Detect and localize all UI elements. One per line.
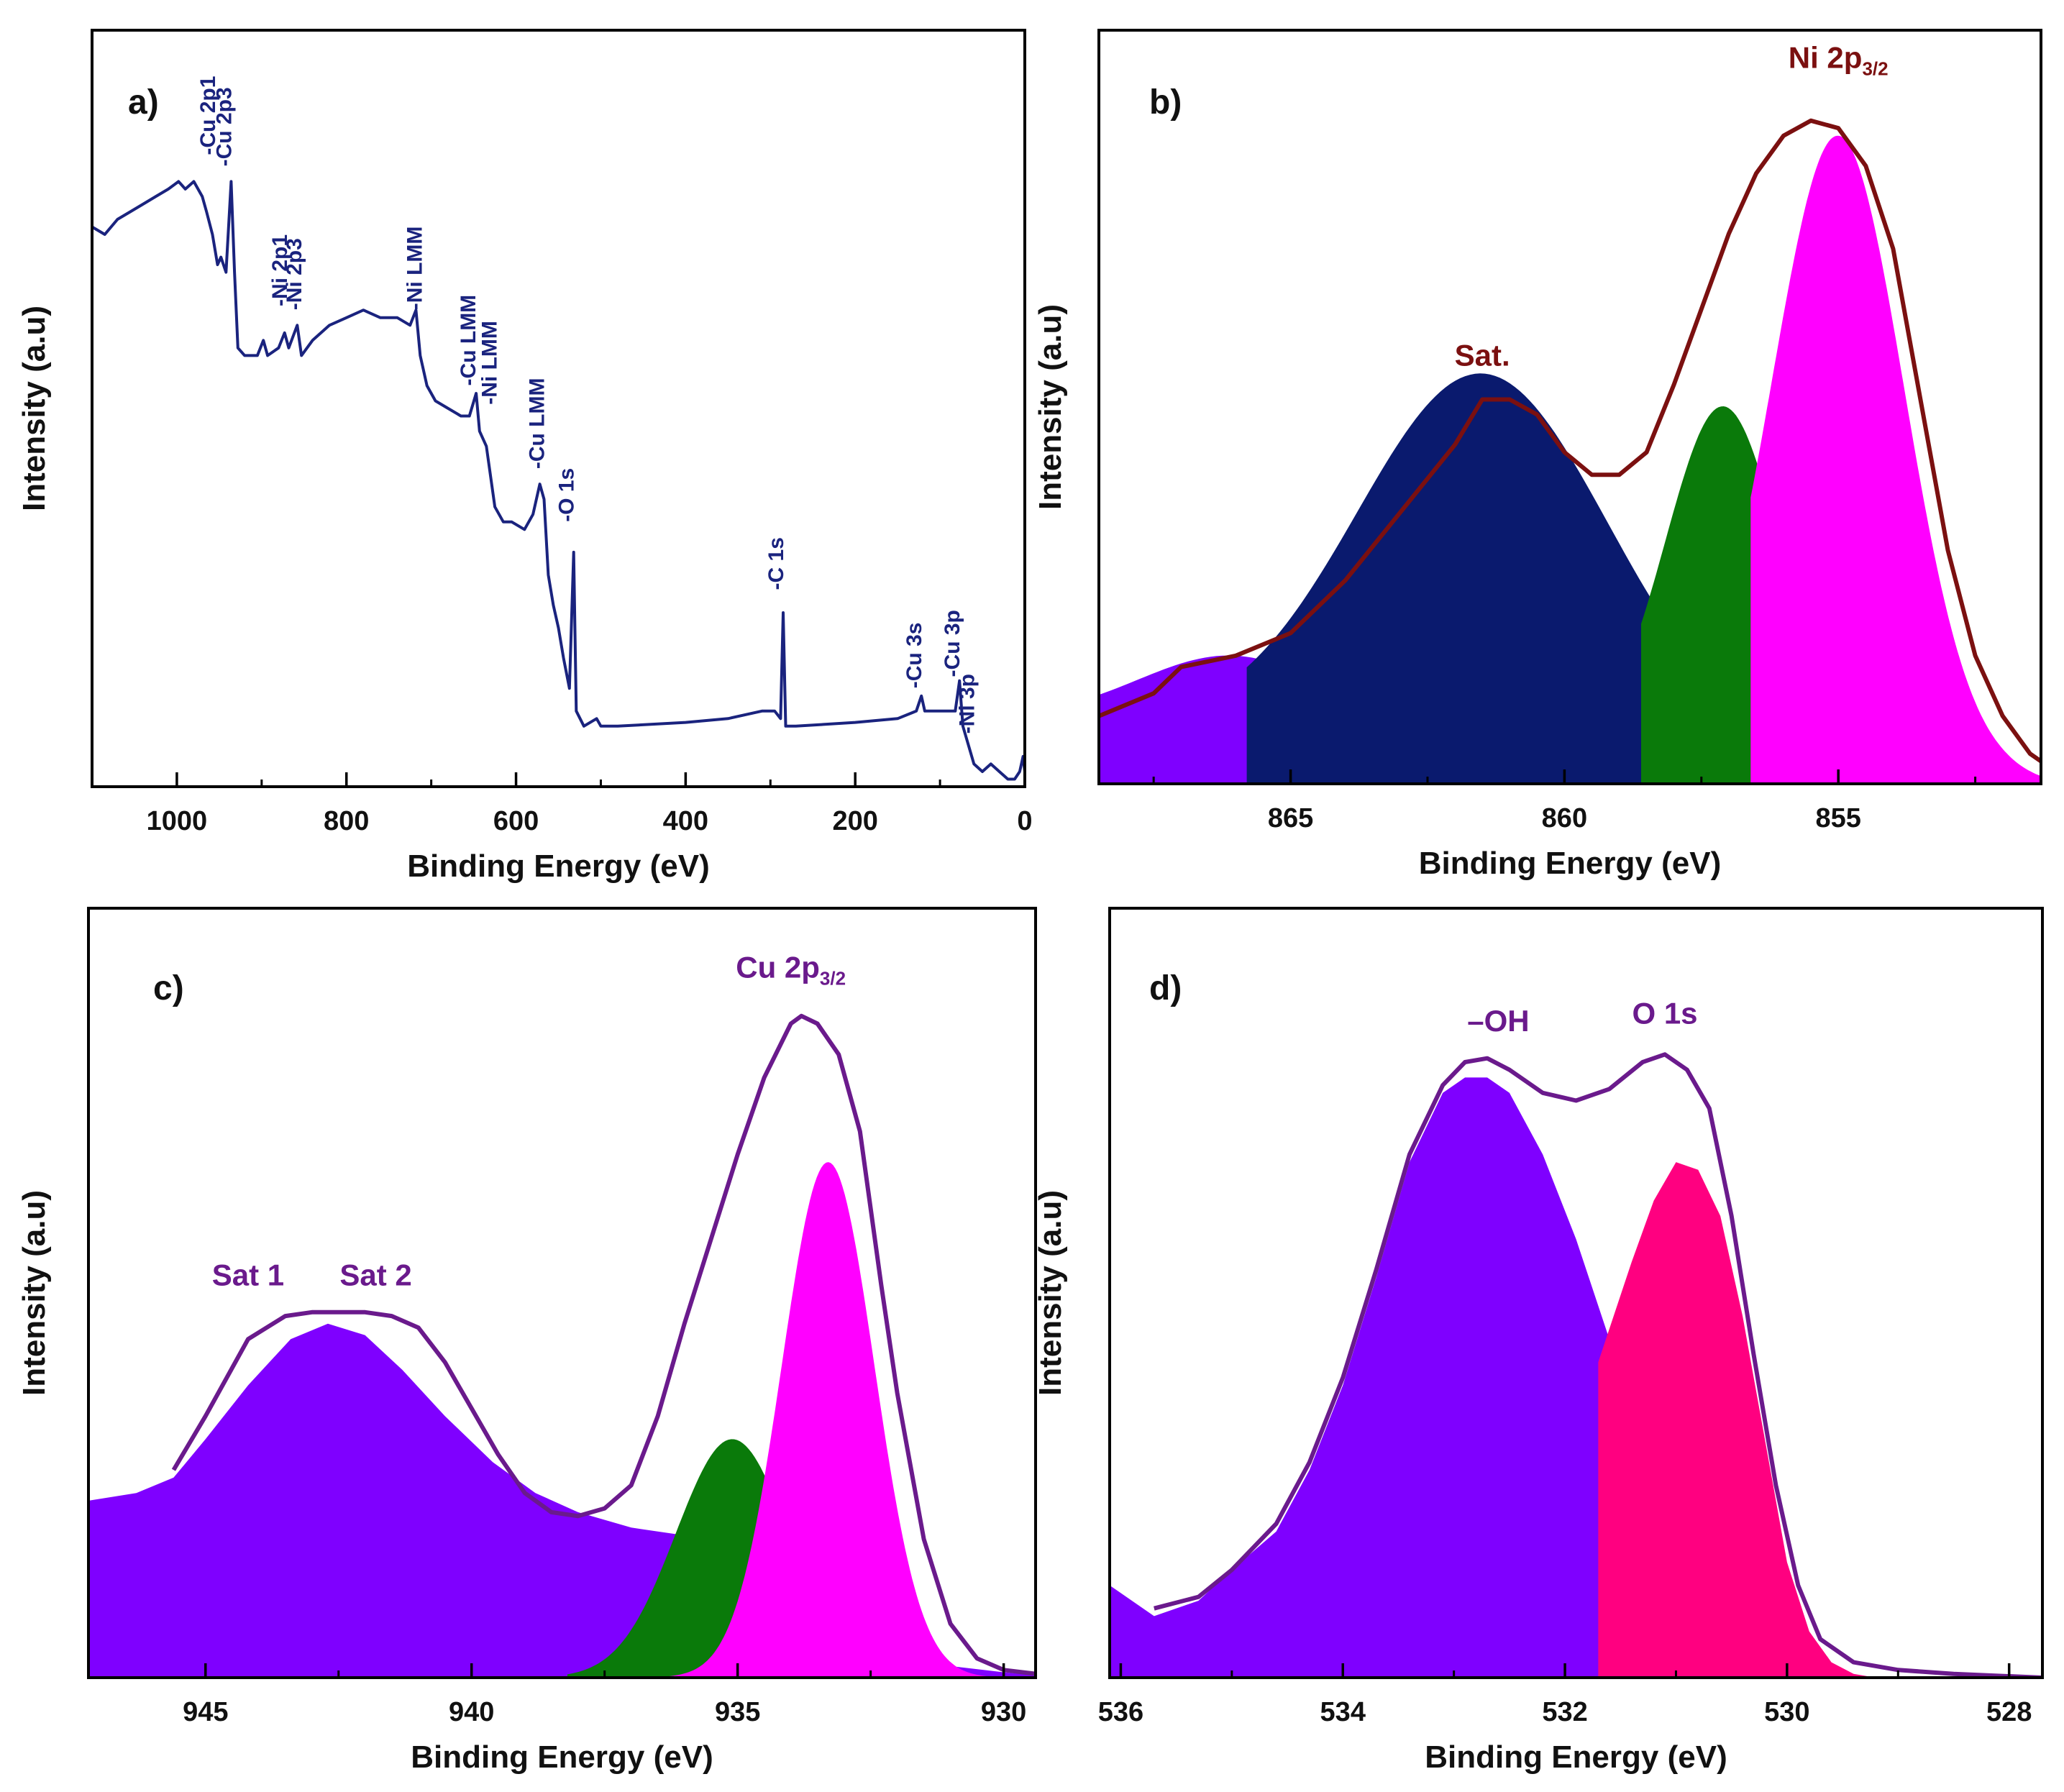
peak-annotation: Sat 2 <box>339 1258 411 1292</box>
peak-annotation: Sat 1 <box>212 1258 284 1292</box>
component-peak-area <box>1246 373 2041 784</box>
x-axis-label: Binding Energy (eV) <box>1425 1740 1727 1775</box>
x-tick-label: 800 <box>324 806 369 836</box>
peak-annotation: Cu 2p3/2 <box>736 950 846 989</box>
peak-annotation: -Cu LMM <box>525 378 549 470</box>
peak-annotation: -Cu 3s <box>903 623 926 689</box>
x-tick-label: 532 <box>1542 1697 1587 1727</box>
plot-frame <box>87 907 1037 1679</box>
x-tick-label: 200 <box>832 806 877 836</box>
panel-a-survey-spectrum: 1000 800 600 400 200 0 Binding Energy (eV) Inte… <box>17 29 1033 884</box>
plot-area <box>1099 118 2041 784</box>
component-peak-area <box>567 1439 1036 1678</box>
x-tick-label: 935 <box>715 1697 760 1727</box>
plot-frame <box>1108 907 2044 1679</box>
component-peak-area <box>1598 1162 1876 1678</box>
y-axis-label: Intensity (a.u) <box>17 306 52 511</box>
annotation-text: Ni 2p <box>1789 40 1863 74</box>
y-axis-label: Intensity (a.u) <box>1033 304 1068 510</box>
plot-frame <box>1097 29 2042 785</box>
x-tick-label: 528 <box>1986 1697 2032 1727</box>
peak-annotation: Ni 2p3/2 <box>1789 40 1889 79</box>
plot-area <box>1110 1052 2042 1678</box>
annotation-subscript: 3/2 <box>1862 58 1888 79</box>
x-tick-label: 945 <box>183 1697 228 1727</box>
x-tick-label: 534 <box>1320 1697 1366 1727</box>
peak-annotation: O 1s <box>1632 997 1697 1030</box>
peak-annotation: -Cu 2p1 <box>196 76 220 155</box>
x-tick-label: 855 <box>1815 803 1860 833</box>
annotation-text: Sat. <box>1455 338 1510 372</box>
peak-annotation: -Ni 3p <box>955 674 979 733</box>
plot-frame <box>91 29 1026 788</box>
x-tick-label: 940 <box>449 1697 494 1727</box>
peak-annotation: -O 1s <box>555 468 579 522</box>
peak-annotation: -Ni LMM <box>403 227 427 311</box>
annotation-text: –OH <box>1467 1004 1529 1038</box>
component-peak-area <box>1750 135 2041 784</box>
x-tick-label: 536 <box>1098 1697 1143 1727</box>
y-axis-label: Intensity (a.u) <box>17 1190 52 1396</box>
panel-b-ni-2p-spectrum: 865 860 855 Binding Energy (eV) Intensity (a… <box>1033 29 2042 881</box>
panel-d-o-1s-spectrum: 536 534 532 530 528 Binding Energy (eV) Intens… <box>1033 907 2044 1775</box>
annotation-text: Sat 2 <box>339 1258 411 1292</box>
annotation-text: O 1s <box>1632 997 1697 1030</box>
annotation-text: Sat 1 <box>212 1258 284 1292</box>
plot-area <box>88 1013 1036 1678</box>
plot-area <box>92 180 1025 781</box>
peak-annotation: Sat. <box>1455 338 1510 372</box>
component-peak-area <box>1641 406 2041 784</box>
x-tick-label: 1000 <box>147 806 208 836</box>
envelope-line <box>1154 1052 2042 1678</box>
envelope-line <box>1099 118 2041 764</box>
annotation-subscript: 3/2 <box>820 967 846 989</box>
peak-annotation: -Cu 2p3 <box>212 87 236 166</box>
component-peak-area <box>663 1162 1036 1678</box>
x-axis-label: Binding Energy (eV) <box>411 1740 713 1775</box>
panel-label: a) <box>128 83 159 122</box>
y-axis-label: Intensity (a.u) <box>1033 1190 1068 1396</box>
peak-annotation: -Cu LMM <box>457 295 480 386</box>
x-tick-label: 930 <box>981 1697 1026 1727</box>
peak-annotation: -Ni LMM <box>478 321 501 405</box>
panel-label: c) <box>153 969 184 1007</box>
x-tick-label: 400 <box>663 806 708 836</box>
panel-label: b) <box>1149 83 1182 122</box>
envelope-line <box>171 1013 1036 1676</box>
peak-annotation: –OH <box>1467 1004 1529 1038</box>
annotation-text: Cu 2p <box>736 950 820 984</box>
survey-spectrum-line <box>92 180 1025 781</box>
x-axis-label: Binding Energy (eV) <box>1419 846 1721 881</box>
peak-annotation: -Cu 3p <box>941 610 964 677</box>
panel-c-cu-2p-spectrum: 945 940 935 930 Binding Energy (eV) Intensity… <box>17 907 1037 1775</box>
peak-annotation: -Ni 2p3 <box>283 238 306 310</box>
panel-label: d) <box>1149 969 1182 1007</box>
x-tick-label: 530 <box>1764 1697 1809 1727</box>
x-tick-label: 600 <box>493 806 539 836</box>
x-axis-label: Binding Energy (eV) <box>407 849 709 884</box>
peak-annotation: -C 1s <box>764 537 788 590</box>
x-tick-label: 860 <box>1542 803 1587 833</box>
component-peak-area <box>88 1323 1036 1678</box>
peak-annotation: -Ni 2p1 <box>268 234 292 306</box>
x-tick-label: 865 <box>1268 803 1313 833</box>
x-tick-label: 0 <box>1017 806 1032 836</box>
